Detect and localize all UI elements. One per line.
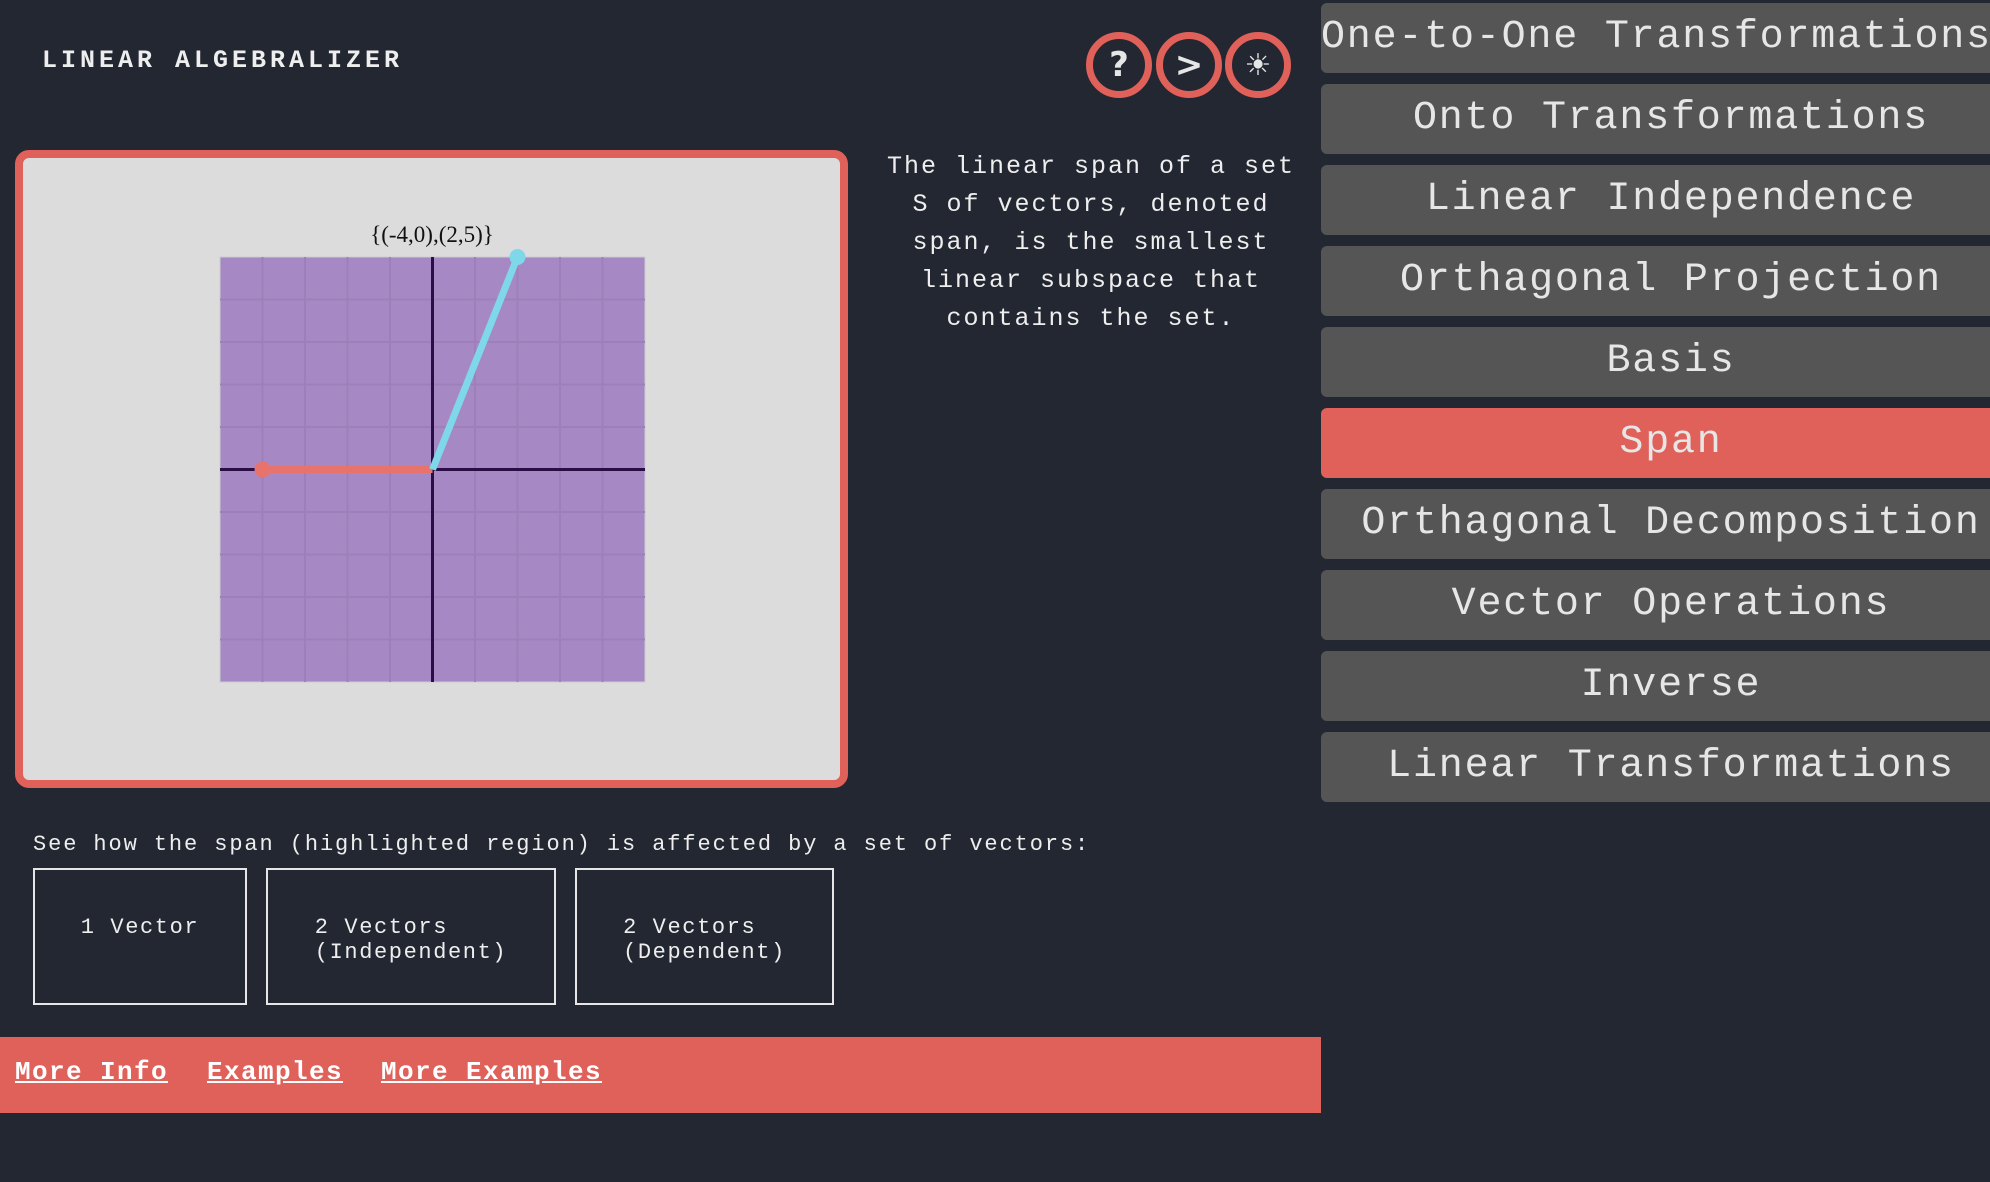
vector-plot[interactable]: {(-4,0),(2,5)} (23, 158, 840, 780)
plot-title: {(-4,0),(2,5)} (370, 222, 494, 247)
two-vectors-dependent-button[interactable]: 2 Vectors (Dependent) (575, 868, 834, 1005)
two-vectors-independent-button[interactable]: 2 Vectors (Independent) (266, 868, 556, 1005)
help-button[interactable]: ? (1086, 32, 1152, 98)
next-button[interactable]: > (1156, 32, 1222, 98)
sidebar-item-inverse[interactable]: Inverse (1321, 651, 1990, 721)
button-label: 2 Vectors (Dependent) (623, 915, 786, 965)
examples-link[interactable]: Examples (207, 1057, 344, 1087)
button-label: 1 Vector (80, 915, 200, 940)
sidebar-item-span[interactable]: Span (1321, 408, 1990, 478)
sidebar-item-basis[interactable]: Basis (1321, 327, 1990, 397)
footer-bar: More Info Examples More Examples (0, 1037, 1321, 1113)
sidebar-item-linear-independence[interactable]: Linear Independence (1321, 165, 1990, 235)
vector-2-handle (509, 249, 526, 265)
sidebar-item-vector-operations[interactable]: Vector Operations (1321, 570, 1990, 640)
sidebar-item-orthagonal-projection[interactable]: Orthagonal Projection (1321, 246, 1990, 316)
vector-2 (429, 255, 521, 471)
sun-icon: ☀ (1244, 47, 1272, 83)
help-icon: ? (1109, 45, 1129, 85)
sidebar-item-onto-transformations[interactable]: Onto Transformations (1321, 84, 1990, 154)
visualization-frame: {(-4,0),(2,5)} (15, 150, 848, 788)
more-info-link[interactable]: More Info (15, 1057, 169, 1087)
vector-1-handle (254, 461, 271, 478)
sidebar-item-linear-transformations[interactable]: Linear Transformations (1321, 732, 1990, 802)
sidebar-item-one-to-one-transformations[interactable]: One-to-One Transformations (1321, 3, 1990, 73)
span-description: The linear span of a set S of vectors, d… (886, 152, 1296, 333)
button-label: 2 Vectors (Independent) (314, 915, 508, 965)
one-vector-button[interactable]: 1 Vector (33, 868, 247, 1005)
app-title: LINEAR ALGEBRALIZER (42, 46, 404, 75)
sidebar-item-orthagonal-decomposition[interactable]: Orthagonal Decomposition (1321, 489, 1990, 559)
more-examples-link[interactable]: More Examples (381, 1057, 603, 1087)
theme-toggle-button[interactable]: ☀ (1225, 32, 1291, 98)
next-icon: > (1174, 45, 1204, 85)
examples-prompt: See how the span (highlighted region) is… (33, 832, 1091, 857)
